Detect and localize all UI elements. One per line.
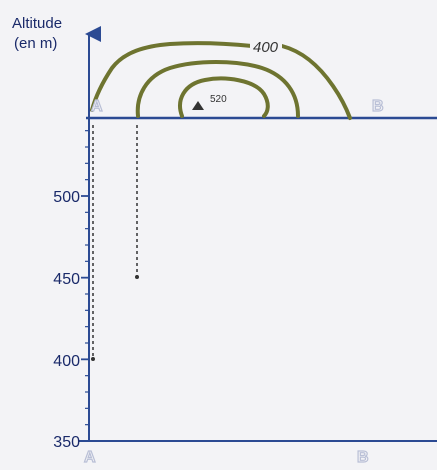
projection-point-a: [91, 357, 95, 361]
tick-label-400: 400: [53, 353, 80, 370]
projection-point-450: [135, 275, 139, 279]
contour-500: [178, 76, 270, 118]
summit-label-520: 520: [210, 94, 227, 105]
point-a-top: A: [91, 98, 103, 115]
contour-450: [135, 60, 300, 118]
tick-label-500: 500: [53, 189, 80, 206]
contour-label-bg: [250, 37, 282, 55]
contour-label-400: 400: [253, 39, 279, 56]
point-a-bottom: A: [84, 449, 96, 465]
tick-label-350: 350: [53, 434, 80, 451]
y-axis-ticks: [81, 130, 89, 442]
point-b-bottom: B: [357, 449, 369, 465]
contour-400: [90, 41, 352, 120]
axis-title-line1: Altitude: [12, 15, 62, 32]
summit-triangle-icon: [192, 101, 204, 110]
axis-title-line2: (en m): [14, 35, 57, 52]
tick-label-450: 450: [53, 271, 80, 288]
point-b-top: B: [372, 98, 384, 115]
